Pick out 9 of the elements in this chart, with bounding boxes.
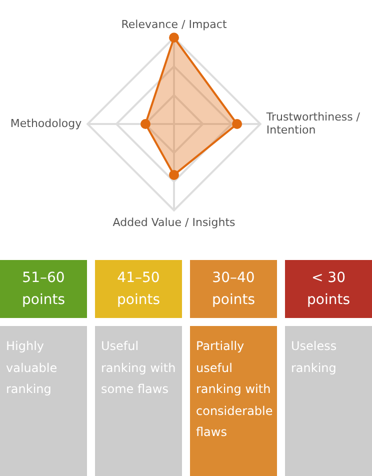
spoke-label: Trustworthiness / Intention (265, 110, 360, 136)
spoke-label: Methodology (10, 116, 82, 130)
category-label: 41–50 points (95, 260, 182, 318)
category-label: Partially useful ranking with considerable flaws (190, 326, 277, 476)
category-label: < 30 points (285, 260, 372, 318)
spoke-label: Relevance / Impact (121, 18, 228, 31)
spoke-label: Added Value / Insights (112, 216, 236, 229)
category-label: 51–60 points (0, 260, 87, 318)
category-label: 30–40 points (190, 260, 277, 318)
